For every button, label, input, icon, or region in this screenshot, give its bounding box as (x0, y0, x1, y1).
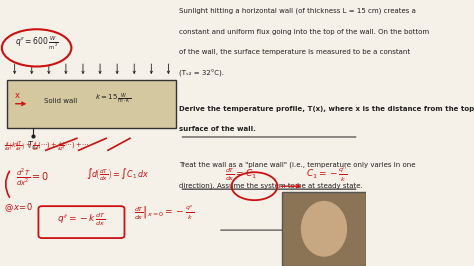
Text: Solid wall: Solid wall (44, 98, 77, 104)
Text: $\left.\frac{dT}{dx}\right|_{x=0} = -\frac{q''}{k}$: $\left.\frac{dT}{dx}\right|_{x=0} = -\fr… (134, 203, 194, 222)
Text: $@\,x\!=\!0$: $@\,x\!=\!0$ (4, 201, 33, 214)
Text: $q'' = 600\,\frac{W}{m^2}$: $q'' = 600\,\frac{W}{m^2}$ (15, 35, 58, 52)
Text: Sunlight hitting a horizontal wall (of thickness L = 15 cm) creates a: Sunlight hitting a horizontal wall (of t… (179, 8, 416, 14)
Text: Treat the wall as a "plane wall" (i.e., temperature only varies in one: Treat the wall as a "plane wall" (i.e., … (179, 162, 416, 168)
Text: $\frac{\partial}{\partial x}\!\left(k\frac{\partial T}{\partial x}\right)+\frac{: $\frac{\partial}{\partial x}\!\left(k\fr… (4, 140, 90, 154)
Text: $C_1 = -\frac{q''}{k}$: $C_1 = -\frac{q''}{k}$ (306, 166, 347, 184)
Bar (282, 192, 366, 266)
Text: surface of the wall.: surface of the wall. (179, 126, 256, 132)
Text: $\frac{dT}{dx} = C_1$: $\frac{dT}{dx} = C_1$ (225, 166, 257, 183)
Ellipse shape (301, 201, 347, 257)
Text: $k = 15\,\frac{W}{m \cdot K}$: $k = 15\,\frac{W}{m \cdot K}$ (95, 91, 132, 106)
Text: constant and uniform flux going into the top of the wall. On the bottom: constant and uniform flux going into the… (179, 29, 429, 35)
Text: x: x (15, 91, 20, 100)
Text: Derive the temperature profile, T(x), where x is the distance from the top: Derive the temperature profile, T(x), wh… (179, 106, 474, 112)
Ellipse shape (2, 29, 72, 66)
Text: direction). Assume the system to be at steady state.: direction). Assume the system to be at s… (179, 182, 363, 189)
Text: of the wall, the surface temperature is measured to be a constant: of the wall, the surface temperature is … (179, 49, 410, 56)
Text: $\int d\!\left(\frac{dT}{dx}\right) = \int C_1\,dx$: $\int d\!\left(\frac{dT}{dx}\right) = \i… (86, 166, 149, 183)
Text: $\frac{d^2T}{dx^2} = 0$: $\frac{d^2T}{dx^2} = 0$ (17, 168, 49, 189)
Text: (Tₛ₂ = 32°C).: (Tₛ₂ = 32°C). (179, 70, 224, 77)
Text: $T_{s2}$: $T_{s2}$ (27, 140, 39, 152)
Bar (7, 80, 176, 128)
Text: $q'' = -k\,\frac{dT}{dx}$: $q'' = -k\,\frac{dT}{dx}$ (57, 211, 106, 228)
